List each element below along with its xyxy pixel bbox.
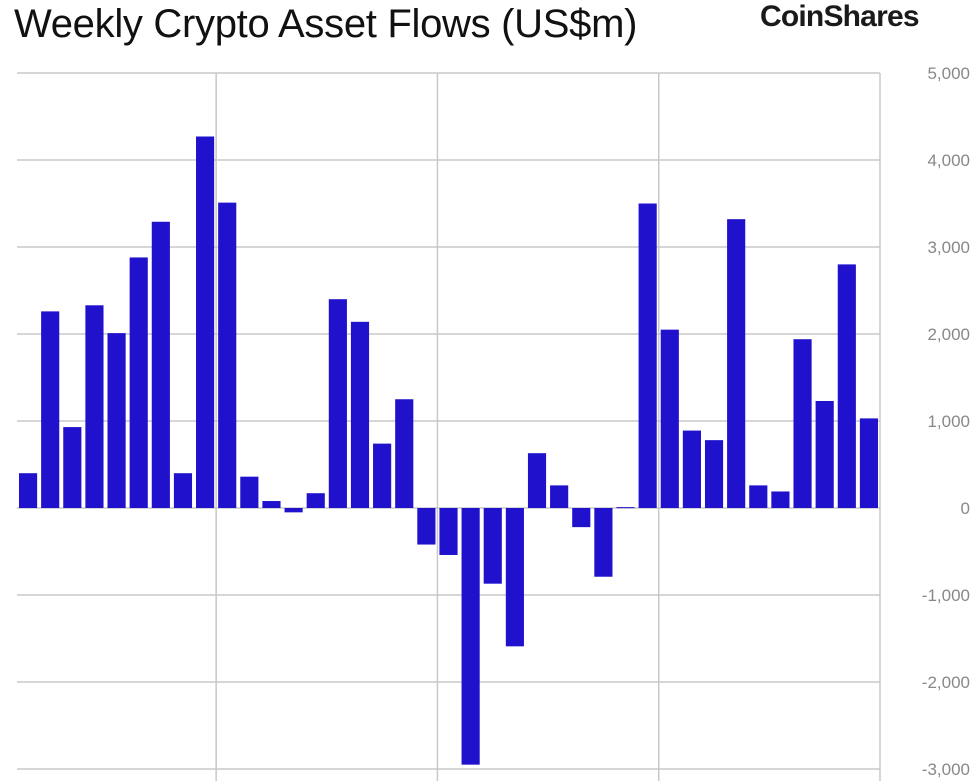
bar [350,321,370,508]
bar [417,508,436,545]
bar [660,329,679,508]
bar [572,508,591,528]
bar [749,485,768,508]
bar [373,443,392,508]
bar [395,399,414,508]
bar [527,453,547,508]
bar [771,491,790,508]
bar [328,299,347,508]
y-tick-label: -3,000 [922,760,970,779]
coinshares-logo: CoinShares [760,0,920,33]
bar [41,311,60,508]
bar [85,305,104,508]
vertical-gridlines [215,73,881,781]
bar [196,136,215,508]
y-tick-label: 4,000 [927,151,970,170]
bar [439,508,458,555]
bar [151,221,170,508]
bar [218,202,237,508]
y-tick-label: 5,000 [927,64,970,83]
bar [240,476,259,508]
y-tick-label: 3,000 [927,238,970,257]
bar [63,427,82,508]
bar [306,493,325,508]
bar [815,400,834,508]
bar [284,508,303,513]
bar [638,203,657,508]
bar [18,473,38,508]
bar [107,333,126,508]
bar [483,508,502,584]
y-tick-label: 0 [961,499,970,518]
bar [793,339,812,508]
y-axis-tick-labels: 5,000 4,000 3,000 2,000 1,000 0 -1,000 -2,000 -3… [922,64,970,779]
y-tick-label: -2,000 [922,673,970,692]
y-tick-label: 2,000 [927,325,970,344]
bar [682,430,701,508]
y-tick-label: -1,000 [922,586,970,605]
bar [505,508,524,647]
bar [837,264,856,508]
bar [173,473,193,508]
bar [129,257,148,508]
bar [704,440,724,508]
bar [550,485,569,508]
bar [616,507,635,509]
y-tick-label: 1,000 [927,412,970,431]
bar [461,508,480,765]
bar [727,219,746,508]
chart-title: Weekly Crypto Asset Flows (US$m) [14,2,638,46]
bar [594,508,613,577]
bar-series [18,136,879,765]
bar [859,418,879,508]
bar [262,501,281,508]
